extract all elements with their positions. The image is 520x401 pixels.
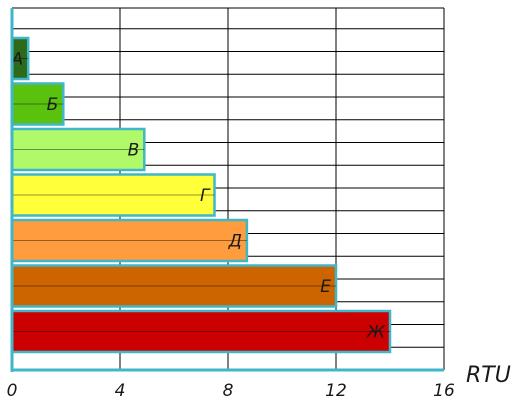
bar-label: В [128,141,140,161]
x-tick-label: 12 [325,381,347,401]
bar-label: Г [200,186,211,206]
x-tick-label: 16 [433,381,455,401]
x-tick-label: 8 [223,381,234,401]
bar-label: А [11,50,24,70]
x-tick-label: 0 [7,381,18,401]
bar-label: Ж [366,323,386,343]
bar-label: Д [228,232,242,252]
tick-labels: 0 4 8 12 16 [7,381,455,401]
x-tick-label: 4 [115,381,126,401]
x-axis-title: RTU [466,363,511,388]
bars: А Б В Г Д Е Ж [11,36,392,354]
bar-label: Е [320,277,331,297]
bar-label: Б [47,95,59,115]
axes [10,8,444,372]
